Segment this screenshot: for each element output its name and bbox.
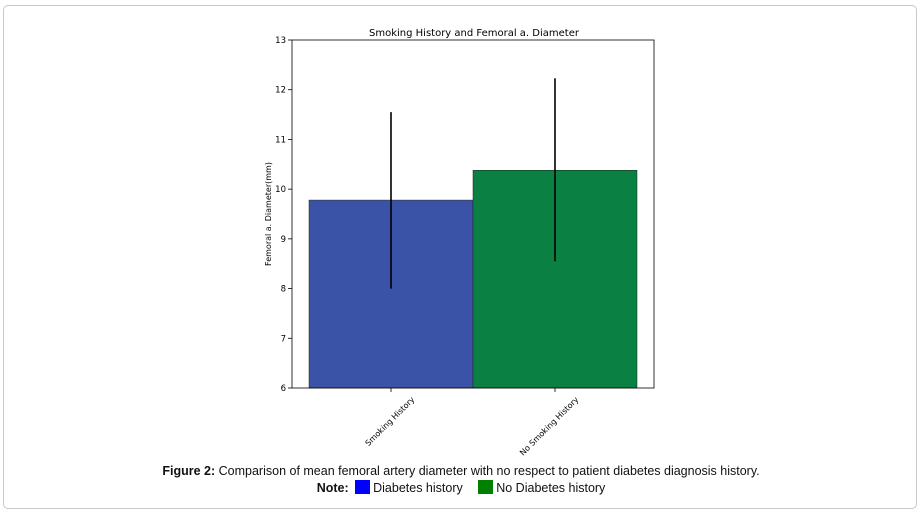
legend-swatch-no-diabetes [478,480,494,494]
y-tick-label-2: 8 [281,285,286,295]
y-tick-label-1: 7 [281,334,286,344]
x-tick-label-0: Smoking History [364,395,417,448]
y-tick-label-5: 11 [275,135,286,145]
y-tick-label-3: 9 [281,235,286,245]
caption-label: Figure 2: [162,464,216,478]
plot-area-frame [291,39,655,389]
bar-chart: Smoking History and Femoral a. Diameter … [264,28,655,458]
legend-label-no-diabetes: No Diabetes history [496,481,606,495]
chart-title: Smoking History and Femoral a. Diameter [369,28,580,39]
y-tick-label-6: 12 [275,86,286,96]
note-label: Note: [316,481,349,495]
figure-frame [3,5,917,509]
y-tick-label-0: 6 [281,384,286,394]
figure-caption: Figure 2: Comparison of mean femoral art… [0,464,922,478]
y-tick-label-4: 10 [275,185,286,195]
legend-note: Note: Diabetes history No Diabetes histo… [0,480,922,495]
x-tick-label-1: No Smoking History [518,395,581,458]
y-axis-label: Femoral a. Diameter(mm) [264,162,273,266]
y-tick-label-7: 13 [275,36,286,46]
legend-label-diabetes: Diabetes history [373,481,463,495]
caption-text: Comparison of mean femoral artery diamet… [215,464,760,478]
legend-swatch-diabetes [355,480,371,494]
